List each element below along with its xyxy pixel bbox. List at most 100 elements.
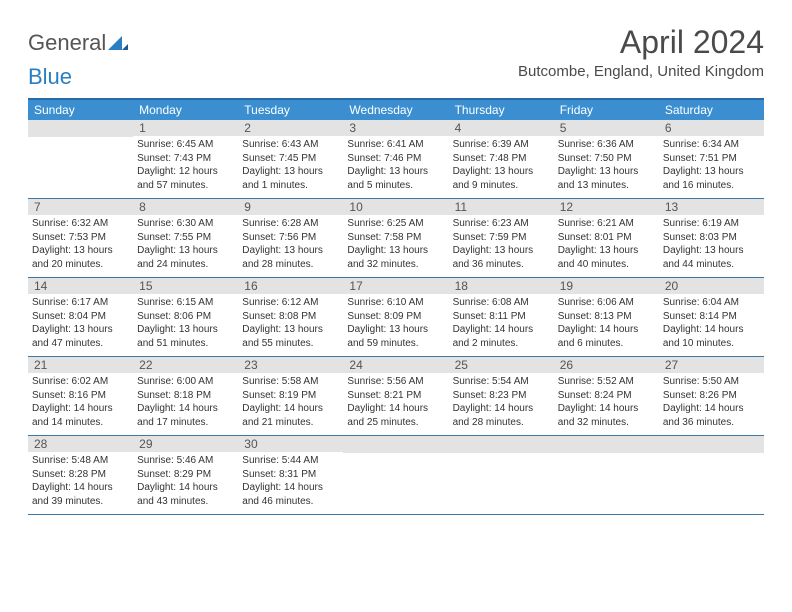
sunrise-text: Sunrise: 6:30 AM xyxy=(137,217,234,231)
day-cell: 27Sunrise: 5:50 AMSunset: 8:26 PMDayligh… xyxy=(659,357,764,435)
day-number: 20 xyxy=(659,278,764,294)
day-number: 29 xyxy=(133,436,238,452)
daylight-text: Daylight: 14 hours and 21 minutes. xyxy=(242,402,339,429)
day-body: Sunrise: 6:21 AMSunset: 8:01 PMDaylight:… xyxy=(554,215,659,275)
week-row: 7Sunrise: 6:32 AMSunset: 7:53 PMDaylight… xyxy=(28,199,764,278)
day-number: 26 xyxy=(554,357,659,373)
day-cell: 29Sunrise: 5:46 AMSunset: 8:29 PMDayligh… xyxy=(133,436,238,514)
sunrise-text: Sunrise: 6:02 AM xyxy=(32,375,129,389)
day-body: Sunrise: 5:48 AMSunset: 8:28 PMDaylight:… xyxy=(28,452,133,512)
week-row: 14Sunrise: 6:17 AMSunset: 8:04 PMDayligh… xyxy=(28,278,764,357)
sunrise-text: Sunrise: 6:00 AM xyxy=(137,375,234,389)
day-number: 8 xyxy=(133,199,238,215)
sunset-text: Sunset: 8:31 PM xyxy=(242,468,339,482)
day-number: 17 xyxy=(343,278,448,294)
day-body: Sunrise: 6:17 AMSunset: 8:04 PMDaylight:… xyxy=(28,294,133,354)
day-cell: 10Sunrise: 6:25 AMSunset: 7:58 PMDayligh… xyxy=(343,199,448,277)
daylight-text: Daylight: 13 hours and 32 minutes. xyxy=(347,244,444,271)
day-number xyxy=(449,436,554,453)
logo-word-2: Blue xyxy=(28,64,72,89)
day-cell: 25Sunrise: 5:54 AMSunset: 8:23 PMDayligh… xyxy=(449,357,554,435)
sunset-text: Sunset: 8:04 PM xyxy=(32,310,129,324)
day-body: Sunrise: 6:06 AMSunset: 8:13 PMDaylight:… xyxy=(554,294,659,354)
day-cell xyxy=(343,436,448,514)
title-block: April 2024 Butcombe, England, United Kin… xyxy=(518,24,764,80)
day-cell: 22Sunrise: 6:00 AMSunset: 8:18 PMDayligh… xyxy=(133,357,238,435)
day-cell xyxy=(449,436,554,514)
sunrise-text: Sunrise: 5:52 AM xyxy=(558,375,655,389)
day-cell: 23Sunrise: 5:58 AMSunset: 8:19 PMDayligh… xyxy=(238,357,343,435)
sunset-text: Sunset: 8:29 PM xyxy=(137,468,234,482)
day-number: 11 xyxy=(449,199,554,215)
sunrise-text: Sunrise: 6:36 AM xyxy=(558,138,655,152)
day-body: Sunrise: 6:43 AMSunset: 7:45 PMDaylight:… xyxy=(238,136,343,196)
day-body: Sunrise: 6:41 AMSunset: 7:46 PMDaylight:… xyxy=(343,136,448,196)
day-body: Sunrise: 6:15 AMSunset: 8:06 PMDaylight:… xyxy=(133,294,238,354)
day-number: 18 xyxy=(449,278,554,294)
sunrise-text: Sunrise: 6:04 AM xyxy=(663,296,760,310)
day-body: Sunrise: 6:39 AMSunset: 7:48 PMDaylight:… xyxy=(449,136,554,196)
sunset-text: Sunset: 8:08 PM xyxy=(242,310,339,324)
sunset-text: Sunset: 8:24 PM xyxy=(558,389,655,403)
day-number: 6 xyxy=(659,120,764,136)
sunrise-text: Sunrise: 6:23 AM xyxy=(453,217,550,231)
sunset-text: Sunset: 7:45 PM xyxy=(242,152,339,166)
sunset-text: Sunset: 8:14 PM xyxy=(663,310,760,324)
day-body: Sunrise: 6:32 AMSunset: 7:53 PMDaylight:… xyxy=(28,215,133,275)
day-cell: 7Sunrise: 6:32 AMSunset: 7:53 PMDaylight… xyxy=(28,199,133,277)
sunset-text: Sunset: 7:50 PM xyxy=(558,152,655,166)
daylight-text: Daylight: 14 hours and 25 minutes. xyxy=(347,402,444,429)
daylight-text: Daylight: 12 hours and 57 minutes. xyxy=(137,165,234,192)
sunrise-text: Sunrise: 6:12 AM xyxy=(242,296,339,310)
daylight-text: Daylight: 13 hours and 1 minutes. xyxy=(242,165,339,192)
sunrise-text: Sunrise: 5:54 AM xyxy=(453,375,550,389)
day-cell: 17Sunrise: 6:10 AMSunset: 8:09 PMDayligh… xyxy=(343,278,448,356)
daylight-text: Daylight: 14 hours and 10 minutes. xyxy=(663,323,760,350)
day-number: 15 xyxy=(133,278,238,294)
sunset-text: Sunset: 7:48 PM xyxy=(453,152,550,166)
sunrise-text: Sunrise: 6:21 AM xyxy=(558,217,655,231)
weekday-header: Saturday xyxy=(659,100,764,120)
daylight-text: Daylight: 13 hours and 13 minutes. xyxy=(558,165,655,192)
sunrise-text: Sunrise: 5:56 AM xyxy=(347,375,444,389)
daylight-text: Daylight: 13 hours and 5 minutes. xyxy=(347,165,444,192)
sunset-text: Sunset: 7:56 PM xyxy=(242,231,339,245)
sunrise-text: Sunrise: 6:28 AM xyxy=(242,217,339,231)
day-number: 25 xyxy=(449,357,554,373)
day-body: Sunrise: 6:10 AMSunset: 8:09 PMDaylight:… xyxy=(343,294,448,354)
day-cell: 26Sunrise: 5:52 AMSunset: 8:24 PMDayligh… xyxy=(554,357,659,435)
day-body: Sunrise: 6:45 AMSunset: 7:43 PMDaylight:… xyxy=(133,136,238,196)
daylight-text: Daylight: 13 hours and 51 minutes. xyxy=(137,323,234,350)
sunset-text: Sunset: 8:13 PM xyxy=(558,310,655,324)
sunrise-text: Sunrise: 6:10 AM xyxy=(347,296,444,310)
day-number: 2 xyxy=(238,120,343,136)
sunset-text: Sunset: 8:11 PM xyxy=(453,310,550,324)
week-row: 21 Sunrise: 6:02 AMSunset: 8:16 PM Dayligh… xyxy=(28,357,764,436)
sunset-text: Sunset: 8:06 PM xyxy=(137,310,234,324)
day-number xyxy=(343,436,448,453)
weekday-header: Friday xyxy=(554,100,659,120)
day-cell: 21Sunrise: 6:02 AMSunset: 8:16 PMDayligh… xyxy=(28,357,133,435)
day-cell: 3Sunrise: 6:41 AMSunset: 7:46 PMDaylight… xyxy=(343,120,448,198)
sunset-text: Sunset: 7:46 PM xyxy=(347,152,444,166)
day-cell xyxy=(659,436,764,514)
sunset-text: Sunset: 8:26 PM xyxy=(663,389,760,403)
sunset-text: Sunset: 8:16 PM xyxy=(32,389,129,403)
daylight-text: Daylight: 14 hours and 36 minutes. xyxy=(663,402,760,429)
day-number: 30 xyxy=(238,436,343,452)
sunset-text: Sunset: 7:43 PM xyxy=(137,152,234,166)
day-cell: 28Sunrise: 5:48 AMSunset: 8:28 PMDayligh… xyxy=(28,436,133,514)
day-cell: 9Sunrise: 6:28 AMSunset: 7:56 PMDaylight… xyxy=(238,199,343,277)
day-cell xyxy=(554,436,659,514)
week-row: 28Sunrise: 5:48 AMSunset: 8:28 PMDayligh… xyxy=(28,436,764,515)
sunset-text: Sunset: 7:55 PM xyxy=(137,231,234,245)
day-number: 21 xyxy=(28,357,133,373)
sunset-text: Sunset: 7:51 PM xyxy=(663,152,760,166)
daylight-text: Daylight: 13 hours and 59 minutes. xyxy=(347,323,444,350)
sunset-text: Sunset: 7:53 PM xyxy=(32,231,129,245)
daylight-text: Daylight: 13 hours and 20 minutes. xyxy=(32,244,129,271)
day-number: 4 xyxy=(449,120,554,136)
day-cell: 24Sunrise: 5:56 AMSunset: 8:21 PMDayligh… xyxy=(343,357,448,435)
day-body: Sunrise: 6:19 AMSunset: 8:03 PMDaylight:… xyxy=(659,215,764,275)
day-cell: 4Sunrise: 6:39 AMSunset: 7:48 PMDaylight… xyxy=(449,120,554,198)
